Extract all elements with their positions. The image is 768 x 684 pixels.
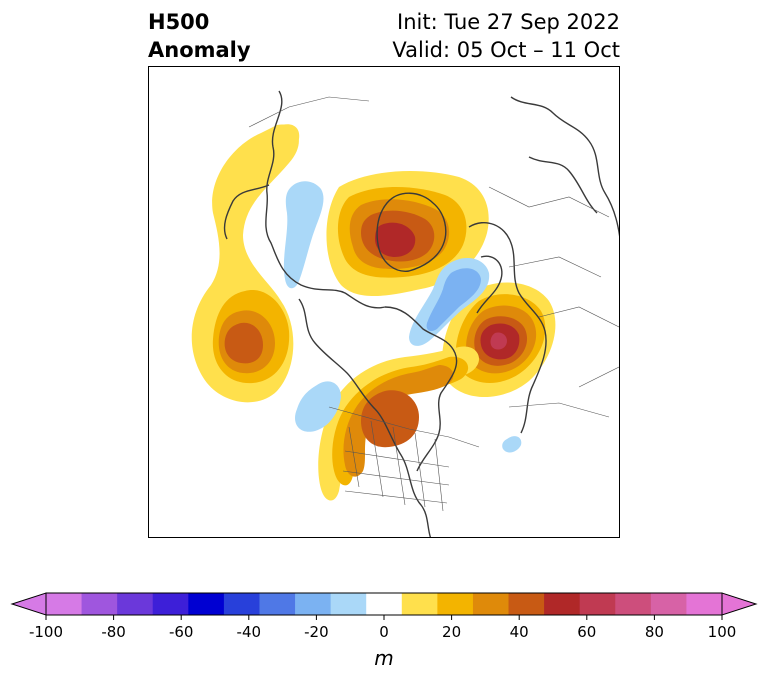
colorbar-tick-label: -80	[101, 623, 126, 641]
coastlines	[223, 90, 619, 537]
anomaly-laptev	[283, 181, 324, 289]
title-left: H500 Anomaly	[148, 8, 251, 64]
colorbar-tick-label: 40	[510, 623, 529, 641]
title-variable: H500	[148, 10, 210, 34]
anomaly-barents-kara	[409, 258, 490, 346]
colorbar-segment	[437, 593, 474, 615]
political-borders	[248, 96, 619, 512]
colorbar-tick-label: 20	[442, 623, 461, 641]
colorbar-tick-label: 0	[379, 623, 389, 641]
colorbar-segment	[686, 593, 723, 615]
colorbar-segment	[259, 593, 296, 615]
colorbar-extend-high	[721, 592, 758, 616]
colorbar-segment	[650, 593, 687, 615]
colorbar-tick-label: -40	[237, 623, 262, 641]
colorbar-segment	[81, 593, 118, 615]
colorbar: -100 -80 -60 -40 -20 0 20 40 60 80 100	[0, 586, 768, 684]
anomaly-great-lakes	[318, 346, 480, 501]
colorbar-segment	[579, 593, 616, 615]
colorbar-tick-label: 100	[708, 623, 737, 641]
anomaly-alaska-yukon	[275, 124, 300, 151]
colorbar-segment	[366, 593, 403, 615]
init-date: Init: Tue 27 Sep 2022	[397, 10, 620, 34]
colorbar-tick-label: -60	[169, 623, 194, 641]
anomaly-east-siberia	[191, 124, 299, 403]
colorbar-segment	[330, 593, 367, 615]
title-type: Anomaly	[148, 38, 251, 62]
colorbar-tick-label: 60	[577, 623, 596, 641]
colorbar-segment	[544, 593, 581, 615]
colorbar-unit: m	[374, 646, 394, 670]
colorbar-segment	[401, 593, 438, 615]
colorbar-segment	[508, 593, 545, 615]
anomaly-iberia	[502, 436, 522, 453]
colorbar-graphic: -100 -80 -60 -40 -20 0 20 40 60 80 100	[10, 592, 758, 641]
anomaly-pacific-nw	[295, 381, 341, 432]
colorbar-tick-label: -100	[29, 623, 63, 641]
colorbar-segment	[152, 593, 189, 615]
colorbar-extend-low	[10, 592, 47, 616]
title-right: Init: Tue 27 Sep 2022 Valid: 05 Oct – 11…	[392, 8, 620, 64]
colorbar-segment	[295, 593, 332, 615]
colorbar-segment	[472, 593, 510, 615]
colorbar-segment	[117, 593, 154, 615]
colorbar-segment	[46, 593, 83, 615]
colorbar-segment	[615, 593, 652, 615]
map-canvas	[191, 90, 619, 537]
colorbar-segment	[223, 593, 260, 615]
colorbar-tick-label: -20	[304, 623, 329, 641]
colorbar-segment	[188, 593, 225, 615]
colorbar-tick-label: 80	[645, 623, 664, 641]
anomaly-map[interactable]	[148, 66, 620, 538]
valid-range: Valid: 05 Oct – 11 Oct	[392, 38, 620, 62]
